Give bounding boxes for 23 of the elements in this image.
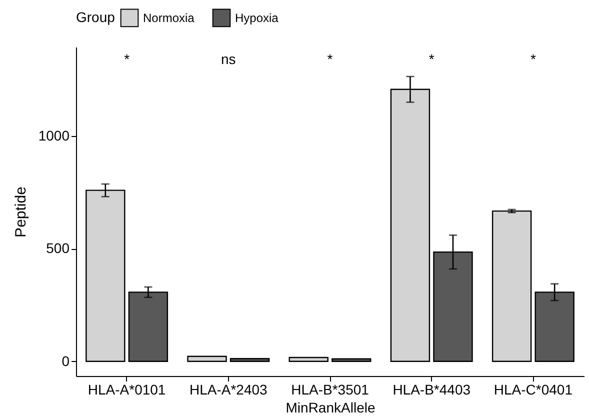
bar	[492, 210, 532, 362]
legend-label: Normoxia	[143, 10, 195, 25]
bar	[332, 358, 372, 362]
x-tick-label: HLA-C*0401	[494, 382, 573, 398]
y-tick-label: 500	[46, 240, 70, 256]
annotation: *	[124, 51, 130, 67]
annotation: *	[327, 51, 334, 67]
bar	[230, 358, 270, 362]
legend-label: Hypoxia	[235, 10, 279, 25]
x-axis-title: MinRankAllele	[286, 400, 376, 416]
y-tick-label: 1000	[38, 128, 70, 144]
bar	[187, 356, 227, 362]
annotation: *	[530, 51, 536, 67]
bar	[288, 356, 328, 362]
x-tick-label: HLA-B*3501	[291, 382, 370, 398]
y-axis-title: Peptide	[12, 186, 30, 238]
x-tick-label: HLA-A*2403	[189, 382, 268, 398]
legend-title: Group	[76, 9, 116, 25]
x-tick-label: HLA-B*4403	[392, 382, 471, 398]
x-tick-label: HLA-A*0101	[88, 382, 166, 398]
annotation: *	[428, 51, 435, 67]
y-tick-label: 0	[62, 352, 70, 369]
annotation: ns	[221, 51, 236, 67]
